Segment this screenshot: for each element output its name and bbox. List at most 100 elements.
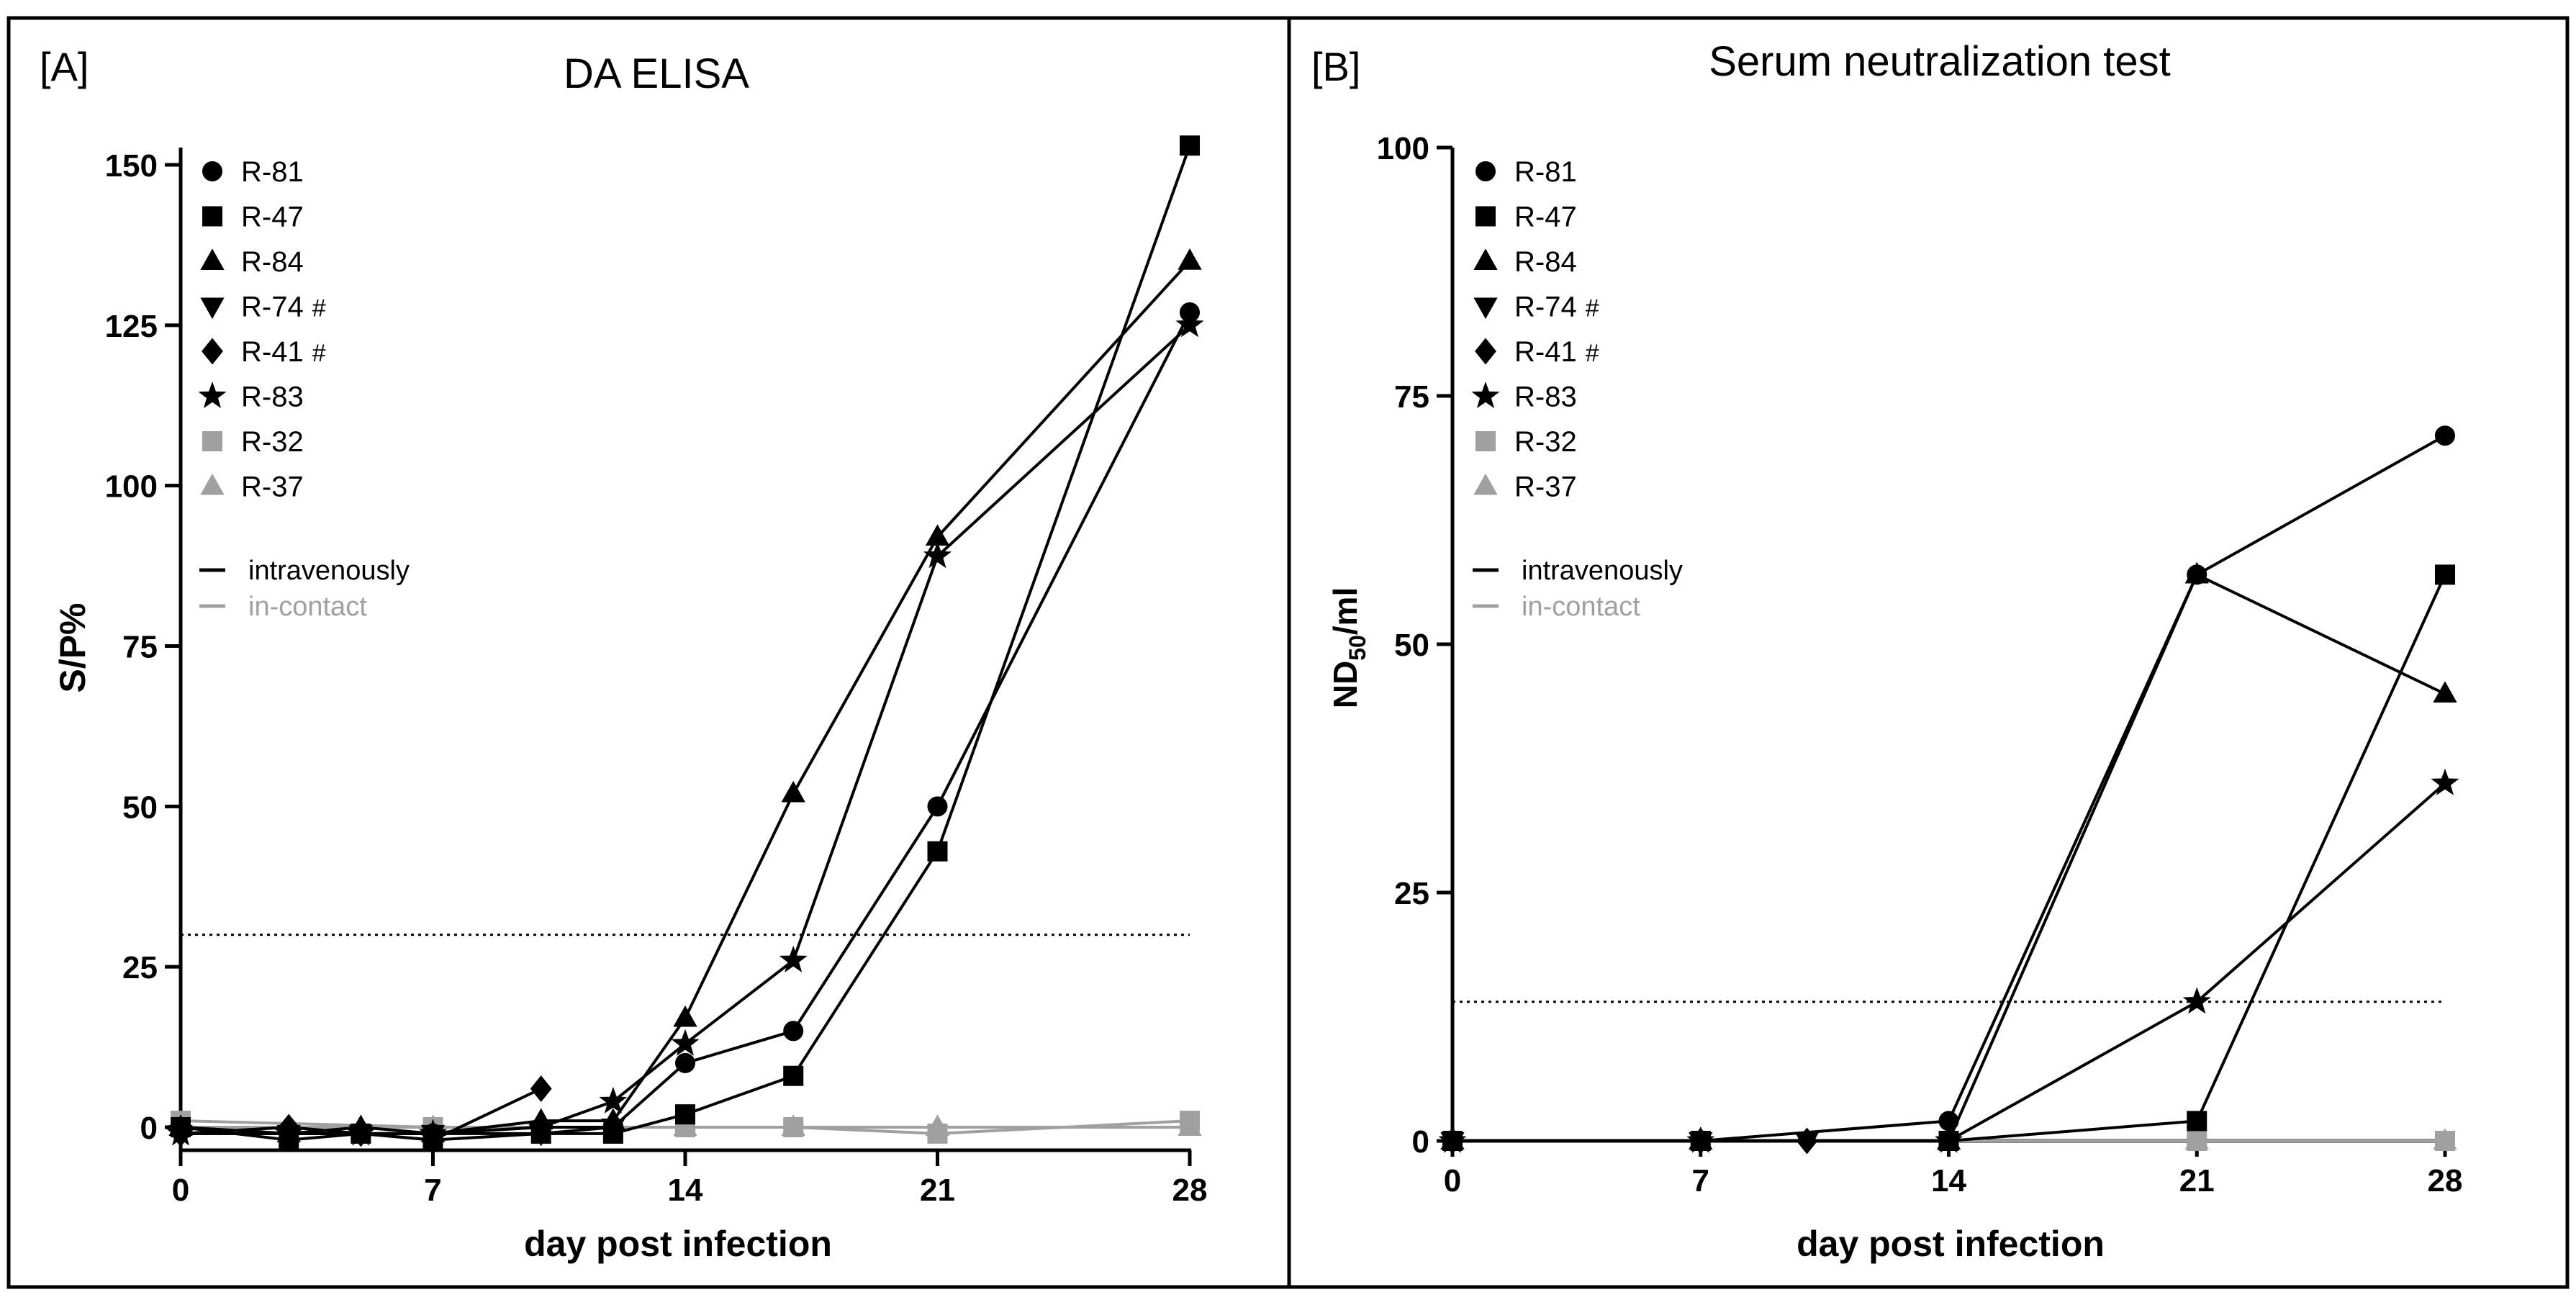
panel-b-plot: 0 25 50 75 100 0 7 14 21 28 R-81 R-47 R-84 R-74 # R-41 #… [1377, 131, 2463, 1198]
panel-a-point-r-81 [927, 796, 948, 817]
panel-a-legend-name: R-84 [241, 246, 304, 278]
panel-a-point-r-37 [673, 1114, 697, 1137]
panel-b: [B] Serum neutralization test day post i… [1287, 16, 2570, 1289]
panel-a-point-r-83 [346, 1119, 375, 1146]
panel-b-legend-marker-r-47 [1475, 206, 1496, 227]
panel-b-legend-name: R-83 [1514, 381, 1577, 413]
panel-a: [A] DA ELISA day post infection S/P% 0 25… [6, 16, 1291, 1289]
panel-b-route-legend-label: in-contact [1522, 592, 1640, 622]
panel-b-point-r-37 [2184, 1128, 2209, 1150]
panel-a-point-r-83 [166, 1119, 195, 1146]
panel-b-point-r-83 [2182, 987, 2211, 1014]
panel-a-point-r-83 [274, 1119, 303, 1146]
panel-b-legend-note: # [1586, 295, 1599, 322]
panel-a-legend-label-r-74: R-74 # [241, 292, 326, 323]
panel-a-point-r-83 [418, 1119, 448, 1146]
panel-a-point-r-37 [925, 1114, 950, 1137]
panel-b-ylabel-main: ND [1327, 661, 1364, 708]
panel-b-point-r-84 [2184, 561, 2209, 584]
panel-b-x-tick-label: 0 [1444, 1163, 1461, 1198]
panel-b-legend-label-r-41: R-41 # [1514, 336, 1599, 368]
panel-b-point-r-81 [2435, 425, 2455, 446]
panel-b-ylabel-suffix: /ml [1327, 587, 1364, 635]
panel-a-point-r-83 [1175, 310, 1204, 338]
panel-b-point-r-47 [2435, 564, 2455, 585]
panel-b-legend-name: R-32 [1514, 426, 1577, 458]
panel-a-legend-label-r-41: R-41 # [241, 336, 326, 368]
panel-a-point-r-83 [779, 945, 808, 972]
panel-a-plot: 0 25 50 75 100 125 150 0 7 14 21 28 R-81 R-47 R-84 R-74… [105, 135, 1207, 1208]
panel-b-legend-label-r-37: R-37 [1514, 471, 1577, 503]
panel-b-legend-name: R-47 [1514, 202, 1577, 233]
panel-b-legend-label-r-84: R-84 [1514, 246, 1577, 278]
panel-a-legend-note: # [312, 295, 326, 322]
panel-b-legend-marker-r-83 [1471, 381, 1500, 409]
panel-b-route-legend-label: intravenously [1522, 556, 1683, 586]
panel-a-line-r-47 [180, 145, 1191, 1142]
panel-a-legend-marker-r-81 [202, 161, 222, 181]
panel-b-y-tick-label: 75 [1394, 379, 1429, 415]
panel-a-point-r-83 [599, 1086, 628, 1114]
panel-a-legend-label-r-81: R-81 [241, 156, 304, 188]
panel-b-x-tick-label: 21 [2179, 1163, 2215, 1198]
panel-a-legend-marker-r-37 [200, 473, 225, 495]
panel-b-point-r-84 [2433, 681, 2457, 703]
panel-b-legend-label-r-83: R-83 [1514, 381, 1577, 413]
panel-a-point-r-74 [601, 1118, 625, 1140]
panel-a-legend-marker-r-32 [202, 431, 222, 451]
panel-a-y-tick-label: 75 [122, 630, 158, 665]
panel-a-legend-name: R-32 [241, 426, 304, 458]
panel-a-point-r-47 [927, 841, 948, 862]
panel-b-ylabel-sub: 50 [1345, 635, 1370, 661]
panel-b-point-r-47 [2187, 1111, 2207, 1132]
panel-b-legend-marker-r-81 [1475, 161, 1496, 181]
panel-b-x-tick-label: 14 [1931, 1163, 1966, 1198]
panel-a-point-r-41 [530, 1075, 552, 1103]
panel-b-legend-marker-r-32 [1475, 431, 1496, 451]
panel-b-legend-name: R-84 [1514, 246, 1577, 278]
panel-b-legend-marker-r-74 [1473, 297, 1498, 320]
panel-b-ylabel: ND50/ml [1327, 587, 1370, 709]
panel-a-line-r-83 [181, 324, 1191, 1135]
panel-a-legend-label-r-47: R-47 [241, 202, 304, 233]
panel-a-xlabel: day post infection [524, 1224, 832, 1264]
panel-a-point-r-84 [1178, 248, 1202, 270]
panel-b-y-tick-label: 0 [1412, 1124, 1429, 1160]
panel-a-legend-marker-r-74 [200, 297, 225, 320]
panel-a-y-tick-label: 25 [122, 950, 158, 985]
panel-a-title: DA ELISA [564, 50, 749, 97]
panel-a-legend-marker-r-84 [200, 248, 225, 271]
panel-a-point-r-84 [673, 1005, 697, 1027]
panel-a-legend-name: R-41 [241, 336, 304, 368]
panel-b-legend-marker-r-41 [1475, 338, 1496, 365]
panel-a-point-r-81 [783, 1021, 804, 1042]
panel-b-point-r-83 [1438, 1126, 1467, 1153]
panel-a-point-r-83 [671, 1029, 700, 1056]
panel-b-y-tick-label: 50 [1394, 628, 1429, 663]
panel-a-legend-marker-r-83 [198, 381, 227, 409]
panel-b-x-tick-label: 28 [2428, 1163, 2463, 1198]
panel-a-legend-name: R-74 [241, 292, 304, 323]
panel-a-legend-label-r-37: R-37 [241, 471, 304, 503]
panel-b-legend-label-r-47: R-47 [1514, 202, 1577, 233]
panel-b-xlabel: day post infection [1797, 1224, 2105, 1264]
panel-b-legend-marker-r-37 [1473, 473, 1498, 495]
panel-a-point-r-37 [781, 1114, 805, 1137]
panel-a-route-legend-label: intravenously [248, 556, 410, 586]
panel-a-legend-label-r-84: R-84 [241, 246, 304, 278]
panel-b-point-r-37 [2433, 1128, 2457, 1150]
panel-a-x-tick-label: 7 [424, 1173, 441, 1208]
panel-a-legend-label-r-32: R-32 [241, 426, 304, 458]
panel-b-y-tick-label: 25 [1394, 876, 1429, 911]
panel-b-point-r-83 [1686, 1126, 1715, 1153]
panel-a-legend-name: R-83 [241, 381, 304, 413]
panel-a-x-tick-label: 0 [172, 1173, 189, 1208]
panel-a-y-tick-label: 50 [122, 790, 158, 825]
panel-b-legend-note: # [1586, 340, 1599, 367]
panel-b-legend-label-r-74: R-74 # [1514, 292, 1599, 323]
panel-a-y-tick-label: 150 [105, 148, 158, 184]
panel-b-legend-name: R-37 [1514, 471, 1577, 503]
panel-b-point-r-83 [2431, 768, 2459, 795]
panel-b-legend-name: R-74 [1514, 292, 1577, 323]
